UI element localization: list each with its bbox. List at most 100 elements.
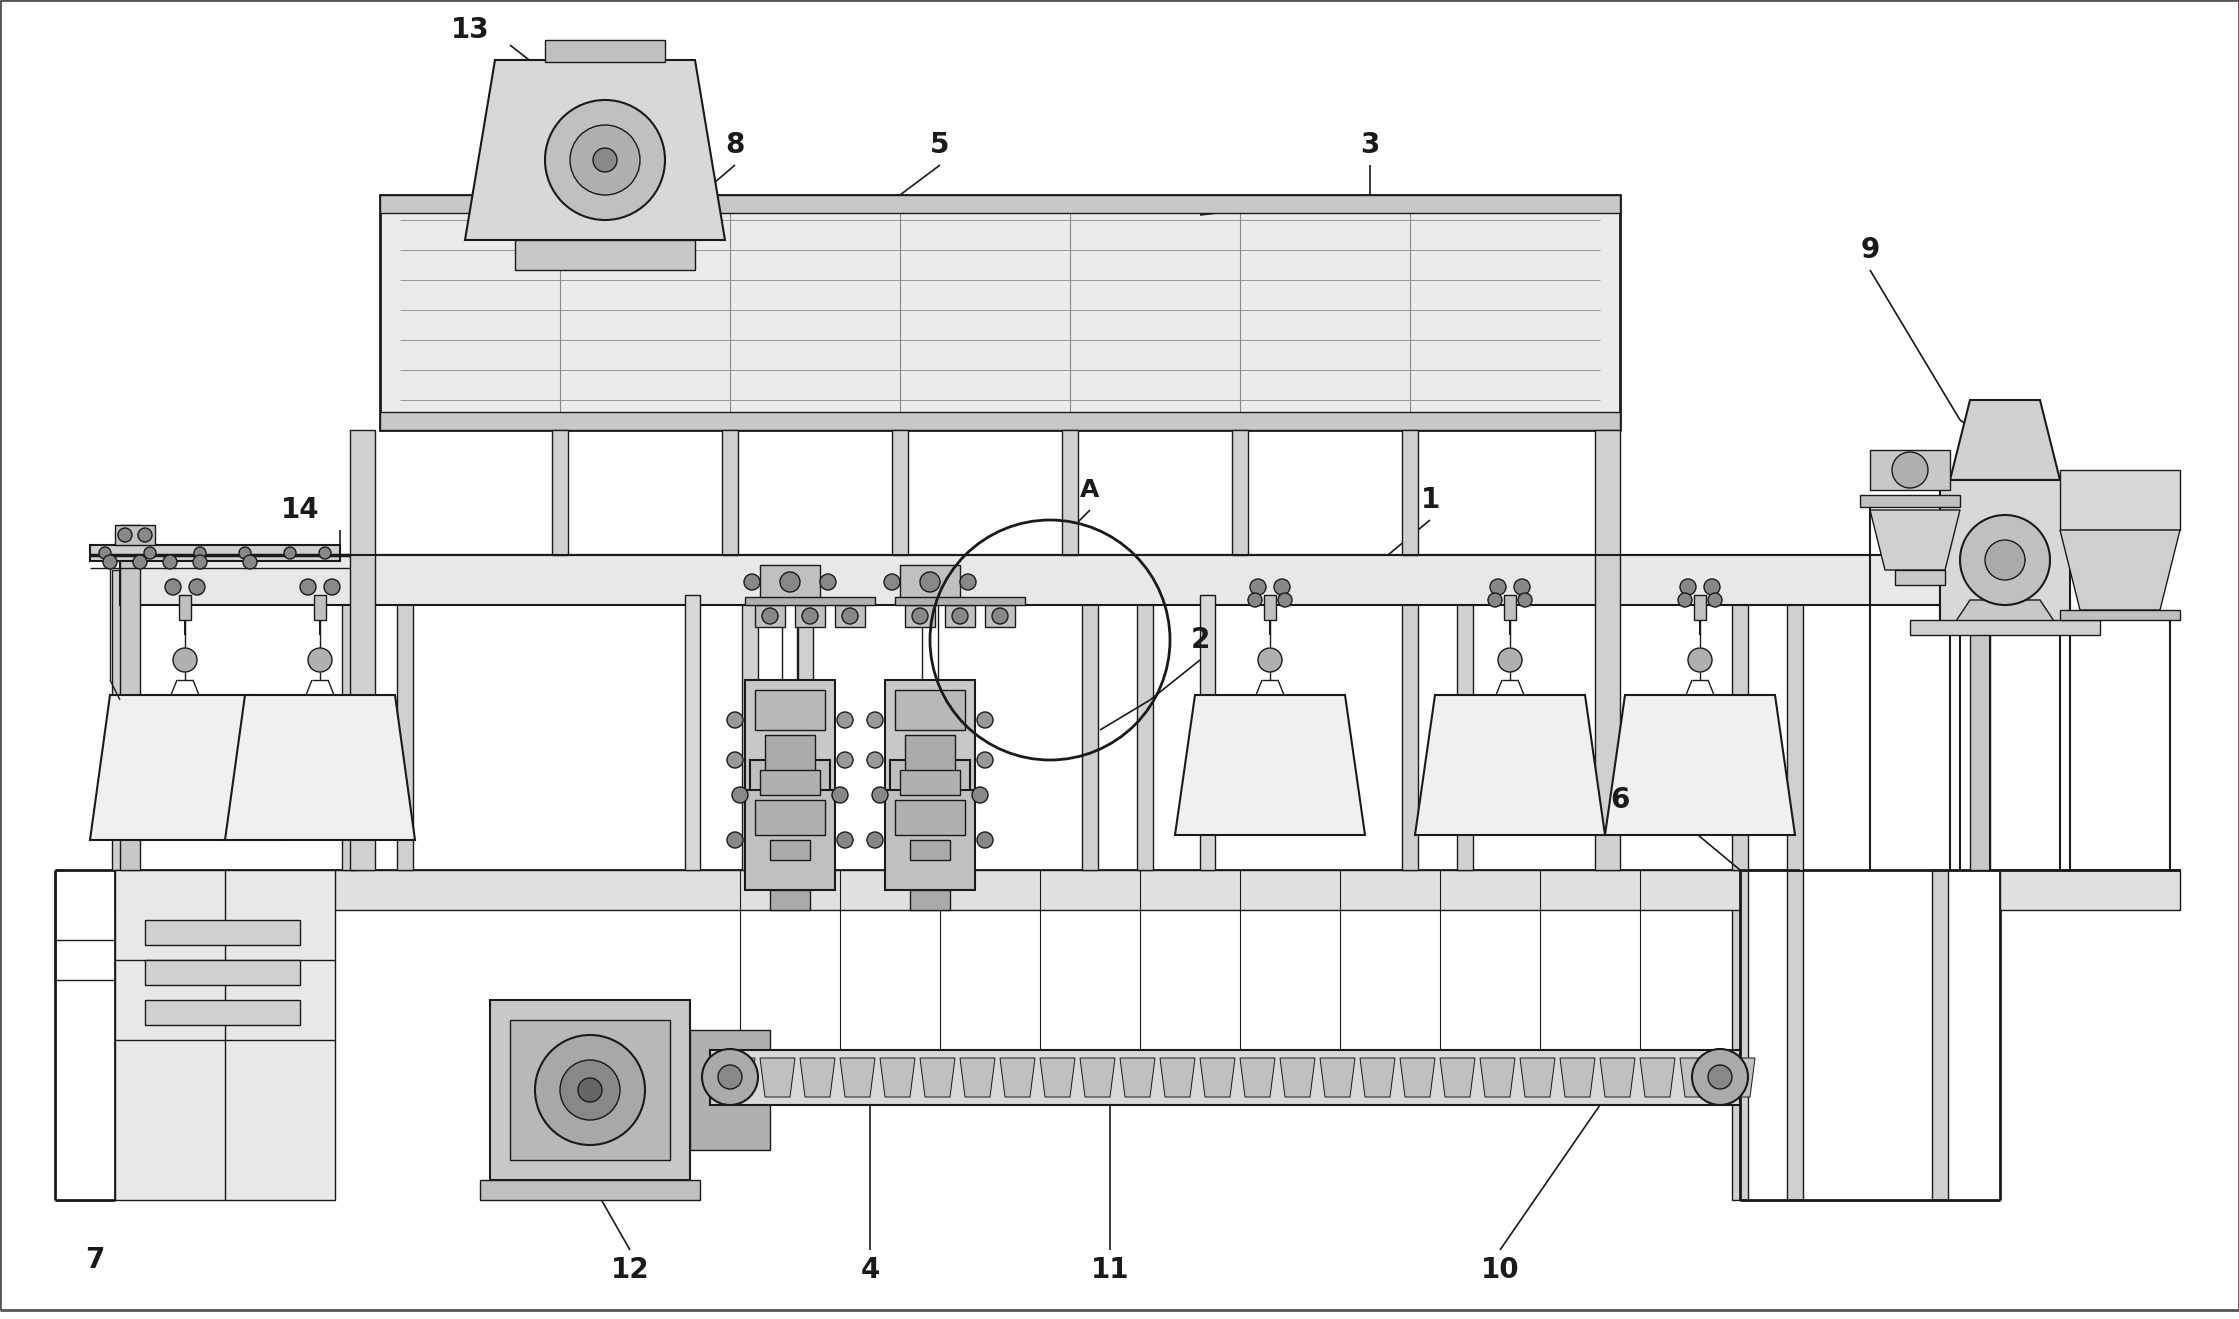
Bar: [685, 595, 701, 871]
Bar: [146, 919, 300, 944]
Bar: [1970, 555, 1990, 871]
Polygon shape: [90, 695, 280, 840]
Circle shape: [842, 608, 858, 624]
Bar: [1939, 480, 2071, 630]
Circle shape: [143, 547, 157, 559]
Circle shape: [976, 712, 994, 728]
Circle shape: [837, 712, 853, 728]
Polygon shape: [1950, 400, 2060, 480]
Circle shape: [703, 1049, 759, 1105]
Bar: [690, 1030, 770, 1150]
Polygon shape: [1520, 1058, 1556, 1097]
Circle shape: [866, 712, 882, 728]
Bar: [896, 690, 965, 729]
Circle shape: [571, 125, 640, 195]
Circle shape: [1704, 579, 1720, 595]
Bar: [1200, 595, 1216, 871]
Circle shape: [866, 752, 882, 768]
Bar: [1894, 570, 1946, 586]
Polygon shape: [1120, 1058, 1155, 1097]
Bar: [1505, 595, 1516, 620]
Circle shape: [166, 579, 181, 595]
Polygon shape: [466, 59, 725, 240]
Circle shape: [172, 648, 197, 671]
Bar: [889, 760, 969, 840]
Polygon shape: [721, 1058, 755, 1097]
Circle shape: [560, 1060, 620, 1120]
Bar: [396, 570, 412, 871]
Polygon shape: [961, 1058, 994, 1097]
Circle shape: [761, 608, 777, 624]
Circle shape: [593, 148, 618, 171]
Bar: [515, 240, 694, 270]
Bar: [1081, 570, 1097, 871]
Circle shape: [244, 555, 257, 568]
Bar: [146, 960, 300, 985]
Circle shape: [1518, 594, 1531, 607]
Polygon shape: [1240, 1058, 1274, 1097]
Bar: [746, 681, 835, 801]
Polygon shape: [1415, 695, 1605, 835]
Bar: [1733, 871, 1749, 1200]
Polygon shape: [1039, 1058, 1075, 1097]
Bar: [1932, 871, 1948, 1200]
Bar: [121, 555, 1990, 595]
Polygon shape: [1440, 1058, 1476, 1097]
Text: 13: 13: [450, 16, 490, 44]
Bar: [1265, 595, 1276, 620]
Text: 10: 10: [1480, 1256, 1520, 1283]
Polygon shape: [1359, 1058, 1395, 1097]
Circle shape: [976, 832, 994, 848]
Bar: [1137, 570, 1153, 871]
Polygon shape: [1175, 695, 1366, 835]
Text: 11: 11: [1090, 1256, 1128, 1283]
Bar: [750, 760, 831, 840]
Bar: [884, 681, 974, 801]
Bar: [90, 545, 340, 561]
Circle shape: [1274, 579, 1290, 595]
Circle shape: [163, 555, 177, 568]
Bar: [759, 565, 819, 600]
Polygon shape: [1160, 1058, 1196, 1097]
Bar: [909, 890, 949, 910]
Polygon shape: [1605, 695, 1796, 835]
Text: 12: 12: [611, 1256, 649, 1283]
Polygon shape: [1321, 1058, 1355, 1097]
Bar: [1787, 871, 1802, 1200]
Circle shape: [911, 608, 927, 624]
Bar: [1787, 570, 1802, 871]
Circle shape: [193, 555, 206, 568]
Text: 14: 14: [280, 496, 320, 524]
Circle shape: [99, 547, 112, 559]
Text: 5: 5: [929, 131, 949, 160]
Bar: [544, 40, 665, 62]
Circle shape: [884, 574, 900, 590]
Bar: [896, 801, 965, 835]
Circle shape: [1693, 1049, 1749, 1105]
Bar: [741, 570, 759, 871]
Circle shape: [920, 572, 940, 592]
Bar: [766, 735, 815, 785]
Polygon shape: [920, 1058, 956, 1097]
Polygon shape: [759, 1058, 795, 1097]
Bar: [900, 565, 961, 600]
Polygon shape: [1720, 1058, 1755, 1097]
Circle shape: [719, 1064, 741, 1089]
Bar: [905, 735, 956, 785]
Text: 8: 8: [725, 131, 746, 160]
Circle shape: [837, 832, 853, 848]
Circle shape: [1489, 579, 1507, 595]
Bar: [1910, 620, 2100, 634]
Bar: [710, 1050, 1740, 1105]
Bar: [121, 555, 1990, 605]
Bar: [1594, 430, 1621, 871]
Bar: [381, 195, 1621, 430]
Circle shape: [802, 608, 817, 624]
Bar: [1402, 430, 1417, 555]
Bar: [985, 605, 1014, 627]
Circle shape: [871, 787, 889, 803]
Bar: [1939, 600, 2071, 625]
Circle shape: [1679, 579, 1695, 595]
Polygon shape: [224, 695, 414, 840]
Bar: [1870, 450, 1950, 489]
